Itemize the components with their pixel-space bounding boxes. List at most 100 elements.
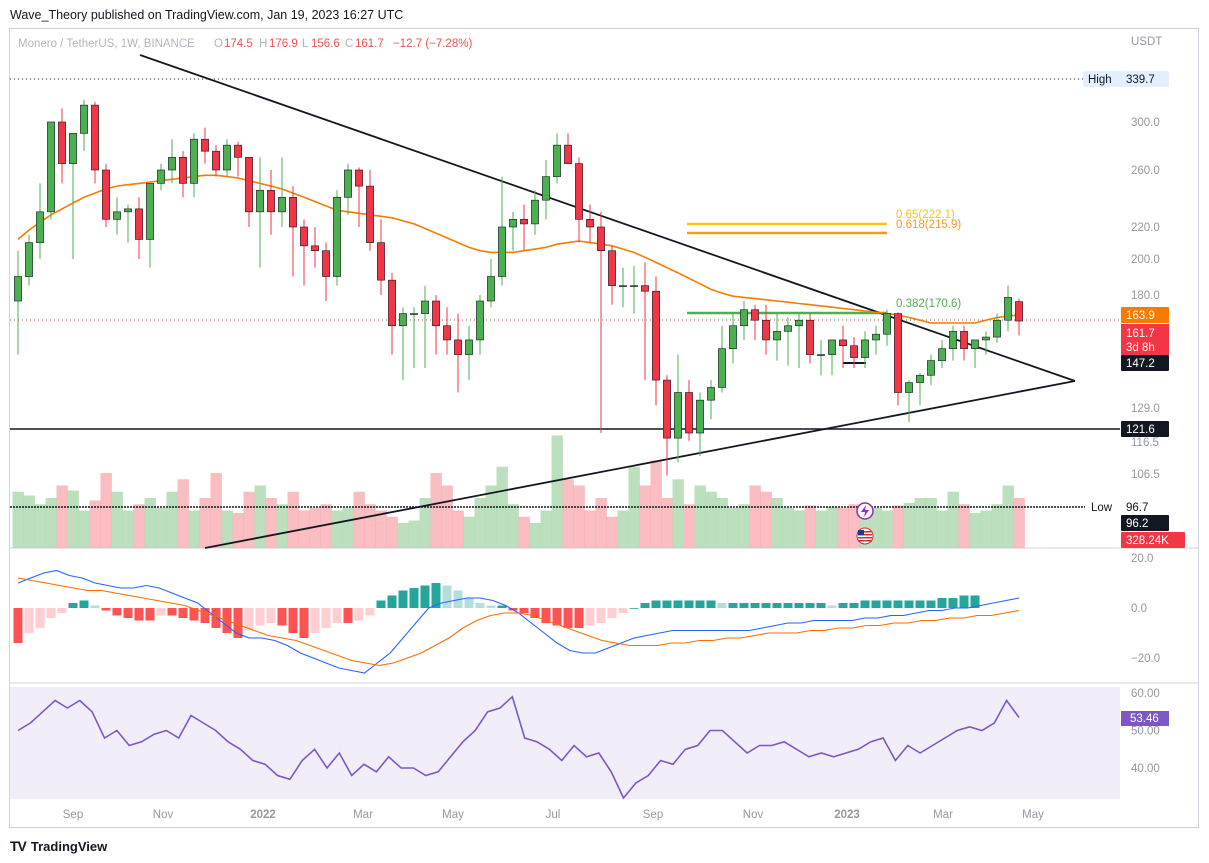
candle-body — [399, 313, 407, 327]
macd-histogram-bar — [288, 608, 298, 633]
candle-body — [58, 121, 66, 164]
volume-bar — [133, 504, 145, 548]
candle-body — [190, 138, 198, 184]
candle-body — [487, 276, 495, 302]
candle-body — [938, 348, 946, 361]
volume-bar — [430, 473, 442, 548]
candle — [971, 339, 979, 369]
macd-histogram-bar — [662, 600, 672, 608]
candle — [47, 121, 55, 220]
candle-body — [432, 300, 440, 327]
candle — [487, 259, 495, 308]
candle — [850, 337, 858, 369]
high-tag-bg — [1083, 71, 1121, 87]
volume-bar — [936, 510, 948, 548]
candle-body — [806, 319, 814, 355]
candle-body — [674, 392, 682, 439]
low-value-badge-bg — [1121, 499, 1169, 515]
candle — [685, 380, 693, 441]
candle — [135, 197, 143, 259]
candle-body — [883, 313, 891, 335]
macd-histogram-bar — [376, 600, 386, 608]
macd-histogram-bar — [937, 598, 947, 608]
volume-bar — [309, 508, 321, 548]
macd-histogram-bar — [794, 603, 804, 608]
macd-histogram-bar — [211, 608, 221, 628]
candle-body — [718, 348, 726, 388]
macd-histogram-bar — [970, 595, 980, 608]
candle-body — [355, 169, 363, 187]
level-147-badge: 147.2 — [1126, 358, 1155, 370]
macd-histogram-bar — [904, 600, 914, 608]
time-axis: Sep Nov 2022 Mar May Jul Sep Nov 2023 Mar May — [63, 809, 1044, 821]
volume-bar — [463, 516, 475, 548]
low-tag-label: Low — [1091, 502, 1113, 514]
macd-histogram-bar — [739, 603, 749, 608]
macd-histogram-bar — [684, 600, 694, 608]
candle — [344, 163, 352, 215]
volume-bar — [595, 498, 607, 548]
candle — [663, 375, 671, 476]
macd-histogram-bar — [574, 608, 584, 628]
volume-bar — [969, 513, 981, 548]
fib-label: 0.618(215.9) — [896, 219, 961, 231]
candle-body — [91, 104, 99, 171]
candle — [861, 331, 869, 369]
macd-histogram-bar — [530, 608, 540, 618]
candle-body — [740, 309, 748, 327]
candle — [630, 265, 638, 314]
macd-histogram-bar — [178, 608, 188, 618]
volume-bar — [551, 435, 563, 548]
high-value-badge: 339.7 — [1126, 74, 1155, 86]
candle — [784, 317, 792, 366]
volume-bar — [155, 508, 167, 548]
candle — [498, 176, 506, 286]
rsi-value-label: 53.46 — [1130, 713, 1159, 725]
macd-histogram-bar — [57, 608, 67, 613]
candle — [25, 234, 33, 286]
open-value: 174.5 — [224, 38, 253, 50]
volume-bar — [782, 508, 794, 548]
candle-body — [707, 387, 715, 401]
volume-bar — [639, 485, 651, 548]
macd-histogram-bar — [321, 608, 331, 628]
volume-bar — [375, 510, 387, 548]
candle-body — [278, 197, 286, 213]
volume-bar — [45, 498, 57, 548]
candle-body — [949, 331, 957, 349]
candle-body — [773, 331, 781, 341]
volume-bar — [661, 498, 673, 548]
candle — [531, 190, 539, 235]
candle-body — [575, 163, 583, 220]
macd-histogram-bar — [673, 600, 683, 608]
volume-bar — [276, 504, 288, 548]
macd-histogram-bar — [541, 608, 551, 623]
volume-bar — [364, 504, 376, 548]
candle-body — [410, 313, 418, 315]
us-flag-icon-stripe — [858, 537, 872, 539]
tradingview-logo-icon: TV — [10, 838, 27, 854]
macd-histogram-bar — [277, 608, 287, 626]
last-price-badge-bg — [1121, 324, 1169, 355]
candle — [201, 127, 209, 164]
candle-body — [234, 144, 242, 158]
macd-histogram-bar — [519, 608, 529, 613]
volume-bar — [672, 479, 684, 548]
candle — [795, 313, 803, 369]
candle — [575, 157, 583, 243]
volume-bar — [67, 490, 79, 548]
macd-histogram-bar — [145, 608, 155, 621]
time-tick-label: Nov — [743, 809, 764, 821]
low-value-legend: 156.6 — [311, 38, 340, 50]
rsi-tick-label: 40.00 — [1131, 763, 1160, 775]
time-tick-label: May — [1022, 809, 1044, 821]
volume-bar — [199, 498, 211, 548]
candle — [927, 354, 935, 386]
macd-histogram-bar — [420, 585, 430, 608]
candle-body — [696, 399, 704, 434]
candle — [454, 313, 462, 393]
macd-histogram-bar — [618, 608, 628, 613]
macd-histogram-bar — [134, 608, 144, 621]
low-label-legend: L — [302, 38, 309, 50]
